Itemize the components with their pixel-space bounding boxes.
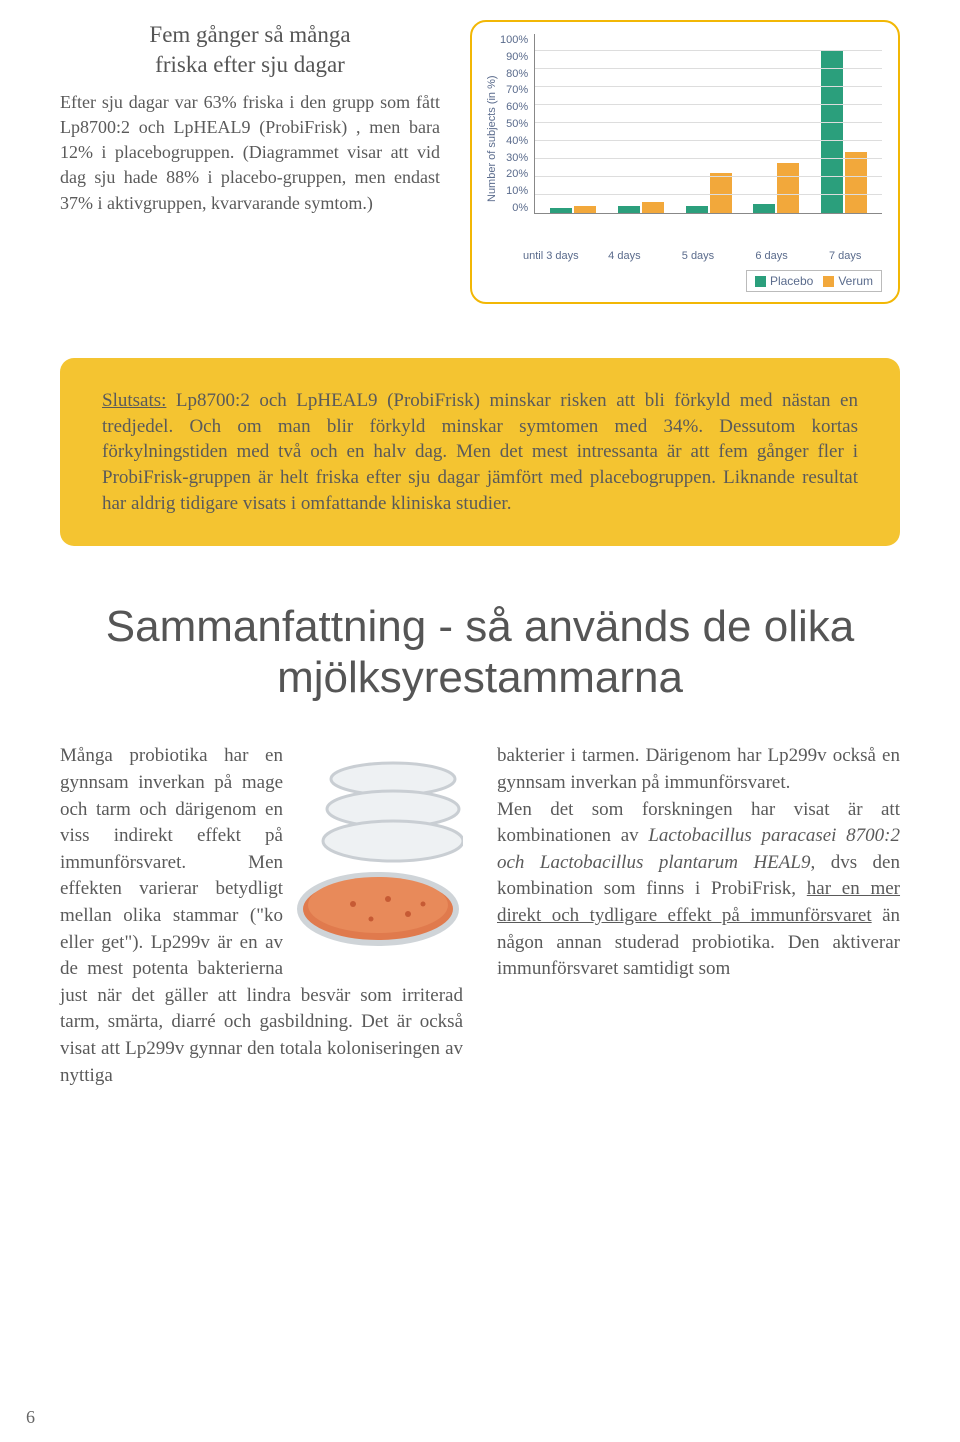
chart-plot xyxy=(534,34,882,214)
chart-legend: Placebo Verum xyxy=(746,270,882,292)
intro-title-line1: Fem gånger så många xyxy=(149,22,350,47)
chart-ylabel: Number of subjects (in %) xyxy=(484,34,500,244)
swatch-placebo xyxy=(755,276,766,287)
intro-title-line2: friska efter sju dagar xyxy=(155,52,345,77)
right-para2: Men det som forskningen har visat är att… xyxy=(497,797,900,983)
intro-column: Fem gånger så många friska efter sju dag… xyxy=(60,20,440,304)
chart-xaxis: until 3 days4 days5 days6 days7 days xyxy=(484,244,882,262)
legend-placebo: Placebo xyxy=(755,274,813,288)
two-column-body: Många probiotika har en gynnsam inverkan… xyxy=(60,743,900,1089)
chart-bars xyxy=(535,34,882,213)
callout-label: Slutsats: xyxy=(102,390,166,411)
legend-verum: Verum xyxy=(823,274,873,288)
chart-yaxis: 100%90%80%70%60%50%40%30%20%10%0% xyxy=(500,34,534,214)
right-column: bakterier i tarmen. Därigenom har Lp299v… xyxy=(497,743,900,1089)
left-column: Många probiotika har en gynnsam inverkan… xyxy=(60,743,463,1089)
section-heading: Sammanfattning - så används de olika mjö… xyxy=(60,602,900,703)
petri-dish-image xyxy=(293,749,463,959)
right-para1: bakterier i tarmen. Därigenom har Lp299v… xyxy=(497,743,900,796)
page-number: 6 xyxy=(26,1407,35,1428)
intro-title: Fem gånger så många friska efter sju dag… xyxy=(60,20,440,80)
chart-frame: Number of subjects (in %) 100%90%80%70%6… xyxy=(470,20,900,304)
callout-text: Lp8700:2 och LpHEAL9 (ProbiFrisk) minska… xyxy=(102,390,858,514)
swatch-verum xyxy=(823,276,834,287)
conclusion-callout: Slutsats: Lp8700:2 och LpHEAL9 (ProbiFri… xyxy=(60,358,900,546)
intro-body: Efter sju dagar var 63% friska i den gru… xyxy=(60,90,440,216)
